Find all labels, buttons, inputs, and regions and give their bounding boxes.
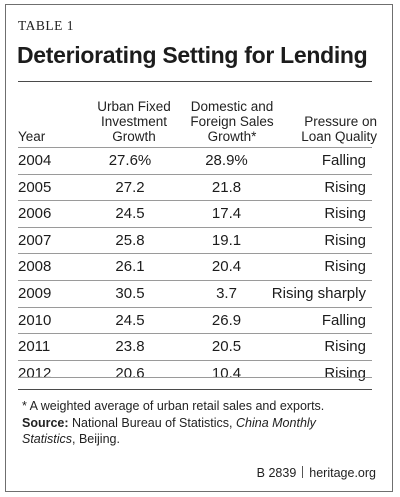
cell-year: 2004 [18, 152, 52, 169]
table-row: 2011 23.8 20.5 Rising [18, 333, 372, 360]
table-row: 2010 24.5 26.9 Falling [18, 306, 372, 334]
table-title: Deteriorating Setting for Lending [17, 42, 368, 68]
row-divider [18, 377, 372, 378]
cell-urban-growth: 20.6 [115, 364, 145, 382]
cell-year: 2012 [18, 364, 52, 382]
table-frame [5, 4, 393, 492]
table-label: TABLE 1 [18, 18, 75, 33]
cell-loan-pressure: Rising [324, 205, 366, 223]
cell-loan-pressure: Falling [321, 152, 366, 169]
cell-sales-growth: 17.4 [211, 205, 242, 223]
cell-year: 2007 [18, 231, 52, 249]
table-row: 2012 20.6 10.4 Rising [18, 359, 372, 387]
cell-urban-growth: 24.5 [115, 205, 145, 223]
cell-loan-pressure: Rising [324, 364, 366, 382]
table-notes: * A weighted average of urban retail sal… [22, 398, 372, 448]
cell-year: 2008 [18, 258, 52, 276]
cell-loan-pressure: Rising [324, 231, 366, 249]
table-row: 2007 25.8 19.1 Rising [18, 226, 372, 254]
cell-year: 2005 [18, 178, 52, 196]
table-row: 2006 24.5 17.4 Rising [18, 200, 372, 227]
header-year: Year [18, 129, 46, 144]
source-line: Source: National Bureau of Statistics, C… [22, 415, 316, 447]
cell-urban-growth: 26.1 [115, 258, 145, 276]
cell-year: 2006 [18, 205, 52, 223]
source-label: Source: [22, 415, 69, 430]
cell-sales-growth: 26.9 [211, 311, 242, 329]
footnote: * A weighted average of urban retail sal… [22, 399, 325, 413]
cell-sales-growth: 28.9% [205, 152, 248, 169]
cell-urban-growth: 27.6% [108, 152, 152, 169]
cell-year: 2011 [18, 338, 51, 356]
cell-loan-pressure: Rising [324, 178, 366, 196]
header-loan-pressure: Pressure on Loan Quality [301, 114, 377, 144]
source-publication: China Monthly Statistics [22, 415, 316, 447]
cell-loan-pressure: Falling [321, 311, 366, 329]
title-divider [18, 81, 372, 82]
credit-separator [302, 466, 304, 478]
table-row: 2009 30.5 3.7 Rising sharply [18, 279, 372, 307]
header-urban-investment: Urban Fixed Investment Growth [97, 99, 171, 144]
report-code: B 2839 [256, 466, 297, 480]
cell-sales-growth: 20.4 [211, 258, 242, 276]
site-name: heritage.org [309, 466, 376, 480]
cell-loan-pressure: Rising [324, 338, 366, 356]
table-bottom-rule [18, 389, 372, 390]
cell-urban-growth: 23.8 [115, 338, 145, 356]
publisher-credit: B 2839 heritage.org [257, 466, 376, 480]
cell-urban-growth: 25.8 [115, 231, 145, 249]
cell-year: 2009 [18, 284, 52, 302]
cell-loan-pressure: Rising sharply [271, 284, 366, 302]
cell-sales-growth: 21.8 [211, 178, 242, 196]
cell-year: 2010 [18, 311, 52, 329]
cell-urban-growth: 24.5 [115, 311, 145, 329]
cell-sales-growth: 19.1 [211, 231, 242, 249]
cell-urban-growth: 27.2 [115, 178, 145, 196]
table-row: 2008 26.1 20.4 Rising [18, 253, 372, 280]
table-body: 2004 27.6% 28.9% Falling 2005 27.2 21.8 … [18, 147, 372, 386]
cell-sales-growth: 10.4 [211, 364, 242, 382]
table-row: 2005 27.2 21.8 Rising [18, 173, 372, 201]
header-sales-growth: Domestic and Foreign Sales Growth* [190, 99, 274, 144]
table-header: Year Urban Fixed Investment Growth Domes… [18, 92, 377, 144]
cell-loan-pressure: Rising [324, 258, 366, 276]
cell-sales-growth: 20.5 [211, 338, 242, 356]
cell-sales-growth: 3.7 [216, 284, 237, 302]
table-row: 2004 27.6% 28.9% Falling [18, 147, 372, 174]
cell-urban-growth: 30.5 [115, 284, 145, 302]
